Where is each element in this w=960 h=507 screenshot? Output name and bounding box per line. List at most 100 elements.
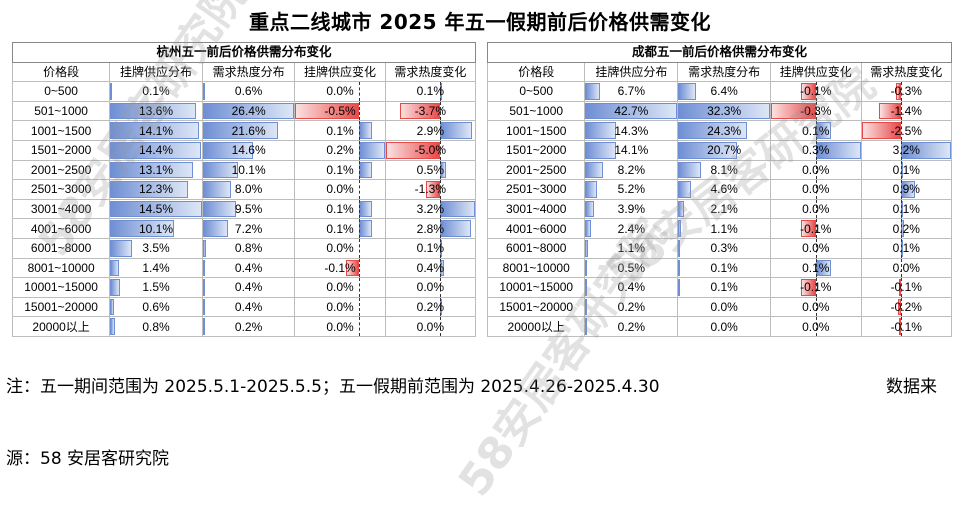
hz-cell-demand-share: 0.8% <box>201 237 296 259</box>
hz-cell-value: 6001~8000 <box>30 241 92 256</box>
hz-zero-axis <box>440 102 442 120</box>
cd-cell-price-range: 501~1000 <box>486 100 586 122</box>
hz-data-bar <box>203 200 236 218</box>
hz-data-bar <box>440 220 471 237</box>
hz-cell-value: 0.0% <box>326 280 354 295</box>
cd-cell-value: 0.1% <box>892 202 920 217</box>
cd-cell-supply-change: -0.1% <box>770 277 862 298</box>
hz-cell-value: 0.1% <box>416 241 445 256</box>
cd-cell-supply-share: 5.2% <box>584 179 679 200</box>
hz-table-row: 6001~8000 3.5% 0.8% 0.0% 0.1% <box>11 237 477 259</box>
hz-data-bar <box>110 102 197 120</box>
cd-cell-value: 0.2% <box>892 221 920 236</box>
hz-cell-value: 0.0% <box>416 319 445 334</box>
cd-cell-demand-share: 32.3% <box>677 100 772 122</box>
hz-data-bar <box>110 220 175 237</box>
source-note-start: 数据来 <box>886 377 937 397</box>
hz-data-bar <box>203 141 254 159</box>
cd-data-bar <box>678 239 681 257</box>
cd-cell-supply-change: 0.0% <box>770 159 862 181</box>
hz-data-bar <box>110 318 116 335</box>
cd-data-bar <box>678 279 681 296</box>
hz-zero-axis <box>440 239 442 258</box>
hz-cell-value: 1.4% <box>142 260 170 275</box>
hz-cell-supply-change: 0.0% <box>294 316 386 337</box>
cd-cell-value: 4001~6000 <box>506 221 567 236</box>
cd-cell-value: 0.0% <box>802 162 830 177</box>
hz-cell-price-range: 20000以上 <box>11 316 111 337</box>
cd-cell-demand-change: 0.2% <box>860 218 952 239</box>
hz-cell-value: 0.1% <box>326 162 354 177</box>
hz-cell-value: 14.4% <box>139 143 174 158</box>
cd-cell-value: 0.0% <box>710 319 738 334</box>
cd-cell-value: 0.0% <box>802 202 830 217</box>
hz-data-bar <box>359 200 372 218</box>
hz-cell-value: 501~1000 <box>34 104 88 119</box>
cd-zero-axis <box>815 121 817 140</box>
cd-zero-axis <box>900 259 902 277</box>
cd-zero-axis <box>900 317 902 336</box>
hz-cell-supply-share: 10.1% <box>109 218 203 239</box>
hz-cell-supply-change: 0.1% <box>294 159 386 181</box>
cd-cell-demand-change: 0.9% <box>860 179 952 200</box>
cd-table-row: 501~1000 42.7% 32.3% -0.3% -1.4% <box>486 100 952 122</box>
hz-cell-value: 0.4% <box>234 280 263 295</box>
cd-cell-value: 4.6% <box>710 182 738 197</box>
hz-data-bar <box>359 220 372 237</box>
cd-cell-demand-share: 0.0% <box>677 296 772 318</box>
cd-zero-axis <box>815 278 817 297</box>
hz-zero-axis <box>359 200 361 218</box>
source-note-end: 源：58 安居客研究院 <box>6 449 170 469</box>
cd-zero-axis <box>815 141 817 160</box>
cd-cell-demand-share: 0.0% <box>677 316 772 337</box>
hz-zero-axis <box>440 317 442 336</box>
cd-cell-value: 0.9% <box>892 182 920 197</box>
cd-cell-value: 0.1% <box>892 241 920 256</box>
cd-cell-value: 2.4% <box>617 221 646 236</box>
hz-zero-axis <box>359 239 361 258</box>
hz-data-bar <box>203 318 205 335</box>
hz-data-bar <box>110 122 200 139</box>
hz-data-bar <box>110 141 202 159</box>
cd-data-bar <box>585 141 616 159</box>
hz-cell-supply-change: 0.1% <box>294 198 386 220</box>
hz-cell-value: 9.5% <box>234 202 263 217</box>
hz-cell-value: 0.0% <box>326 300 354 315</box>
hz-cell-supply-share: 1.5% <box>109 277 203 298</box>
hz-cell-value: 0.8% <box>234 241 263 256</box>
cd-cell-supply-share: 0.2% <box>584 296 679 318</box>
hz-cell-demand-share: 7.2% <box>201 218 296 239</box>
hz-cell-supply-share: 12.3% <box>109 179 203 200</box>
cd-cell-supply-change: 0.1% <box>770 257 862 279</box>
cd-cell-value: 0.1% <box>710 280 738 295</box>
cd-cell-price-range: 1001~1500 <box>486 120 586 141</box>
cd-cell-price-range: 15001~20000 <box>486 296 586 318</box>
cd-cell-demand-change: 3.2% <box>860 139 952 161</box>
cd-cell-value: 3.9% <box>617 202 646 217</box>
hz-data-bar <box>203 239 206 257</box>
cd-table-row: 8001~10000 0.5% 0.1% 0.1% 0.0% <box>486 257 952 279</box>
cd-cell-demand-share: 2.1% <box>677 198 772 220</box>
cd-cell-demand-share: 20.7% <box>677 139 772 161</box>
hz-cell-supply-share: 0.6% <box>109 296 203 318</box>
cd-zero-axis <box>815 219 817 238</box>
cd-data-bar <box>678 181 692 198</box>
hz-cell-demand-share: 0.4% <box>201 257 296 279</box>
hz-cell-value: 0.1% <box>416 84 445 99</box>
cd-data-bar <box>678 141 738 159</box>
hz-data-bar <box>110 83 113 100</box>
cd-zero-axis <box>900 82 902 101</box>
hz-zero-axis <box>359 259 361 277</box>
hz-cell-price-range: 15001~20000 <box>11 296 111 318</box>
cd-data-bar <box>678 220 682 237</box>
hz-header-demand-share: 需求热度分布 <box>201 61 296 83</box>
cd-zero-axis <box>900 219 902 238</box>
cd-data-bar <box>678 102 770 120</box>
hz-data-bar <box>346 259 360 277</box>
hz-cell-value: 3.5% <box>142 241 170 256</box>
hz-cell-demand-share: 0.2% <box>201 316 296 337</box>
hz-cell-demand-change: 0.0% <box>384 277 477 298</box>
cd-cell-value: 501~1000 <box>509 104 564 119</box>
hz-cell-value: -3.7% <box>414 104 447 119</box>
hz-data-bar <box>110 161 193 179</box>
